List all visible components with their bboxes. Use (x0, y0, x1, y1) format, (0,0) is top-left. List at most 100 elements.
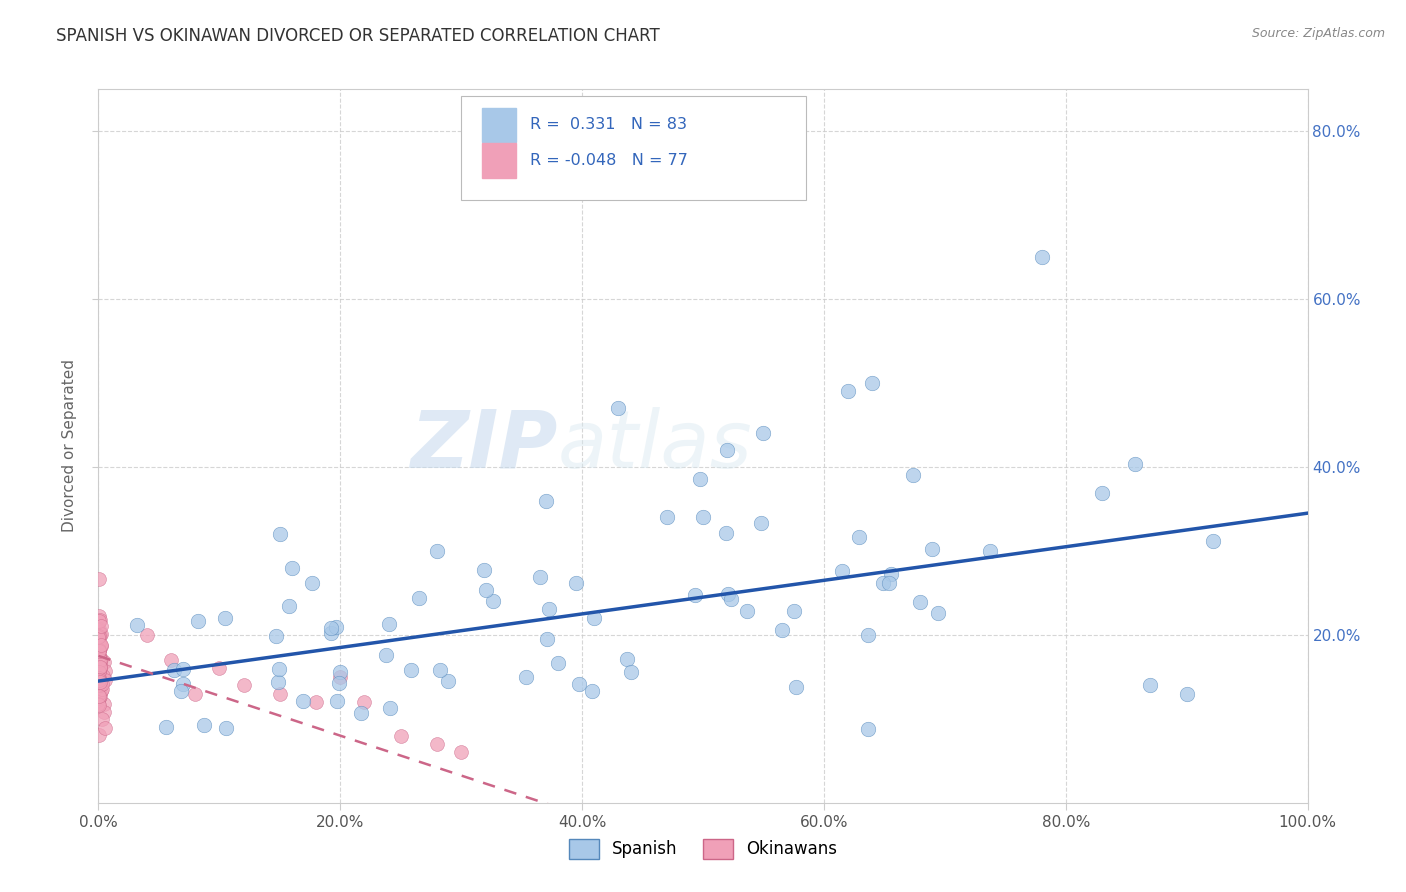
Point (908, 595, 931, 609)
Text: atlas: atlas (558, 407, 752, 485)
Point (565, 575, 588, 590)
Point (783, 603, 806, 617)
Point (89, 643, 111, 657)
Point (90, 638, 112, 652)
Point (1123, 457, 1146, 471)
Point (267, 674, 290, 689)
Point (89, 676, 111, 690)
Point (89, 644, 111, 658)
Point (717, 586, 740, 600)
Point (89, 672, 111, 686)
Point (155, 720, 177, 734)
Point (831, 564, 853, 578)
Point (214, 611, 236, 625)
Point (880, 566, 903, 581)
Point (87, 624, 110, 639)
Point (547, 656, 569, 670)
Point (378, 617, 401, 632)
Point (91, 668, 114, 682)
Point (87, 643, 110, 657)
Point (87, 643, 110, 657)
Point (90, 627, 112, 641)
Point (172, 677, 194, 691)
Point (87, 632, 110, 647)
Point (125, 618, 148, 632)
Point (87, 664, 110, 678)
Point (89, 661, 111, 675)
Point (620, 665, 643, 679)
Point (426, 737, 449, 751)
Point (172, 662, 194, 676)
Point (89, 653, 111, 667)
Point (89, 661, 111, 675)
Point (93, 706, 115, 720)
Point (720, 592, 742, 607)
Point (534, 493, 557, 508)
Point (319, 626, 342, 640)
Point (475, 582, 498, 597)
Point (301, 576, 323, 591)
Point (785, 681, 807, 695)
Point (770, 623, 793, 637)
Point (89, 657, 111, 671)
Point (353, 695, 375, 709)
Text: Source: ZipAtlas.com: Source: ZipAtlas.com (1251, 27, 1385, 40)
Point (692, 510, 714, 524)
Point (232, 678, 254, 692)
Point (426, 544, 449, 558)
Point (89, 690, 111, 704)
Point (749, 516, 772, 530)
Point (856, 722, 879, 736)
Point (91, 677, 114, 691)
Point (160, 653, 183, 667)
Point (87, 680, 110, 694)
Point (860, 376, 883, 390)
Point (277, 599, 299, 614)
Point (184, 687, 207, 701)
Point (87, 629, 110, 643)
Point (87, 630, 110, 644)
Point (1031, 250, 1053, 264)
Point (266, 629, 288, 643)
Point (89, 698, 111, 712)
Point (537, 602, 560, 616)
Point (291, 694, 314, 708)
Point (90, 619, 112, 633)
Point (87, 629, 110, 643)
Bar (482, 108, 516, 142)
Point (90, 712, 112, 726)
Point (921, 542, 943, 557)
Point (208, 661, 231, 675)
Point (87, 623, 110, 637)
Point (89, 637, 111, 651)
Point (1091, 486, 1114, 500)
Point (93, 697, 115, 711)
Legend: Spanish, Okinawans: Spanish, Okinawans (562, 832, 844, 866)
Point (399, 663, 422, 677)
Point (281, 560, 304, 574)
Point (135, 628, 157, 642)
Point (1175, 687, 1198, 701)
Point (87, 608, 110, 623)
Point (93, 664, 115, 678)
Point (374, 648, 396, 662)
Point (305, 695, 328, 709)
Point (90, 639, 112, 653)
Point (87, 655, 110, 669)
Point (927, 607, 949, 621)
Point (529, 570, 551, 584)
Text: R =  0.331   N = 83: R = 0.331 N = 83 (530, 118, 688, 132)
Point (87, 572, 110, 586)
Point (93, 655, 115, 669)
Point (87, 656, 110, 670)
Point (877, 575, 900, 590)
Point (716, 525, 738, 540)
Point (607, 401, 630, 416)
Point (89, 640, 111, 654)
Point (380, 701, 402, 715)
FancyBboxPatch shape (461, 96, 806, 200)
Point (616, 652, 638, 666)
Point (87, 686, 110, 700)
Point (655, 510, 678, 524)
Point (325, 620, 347, 634)
